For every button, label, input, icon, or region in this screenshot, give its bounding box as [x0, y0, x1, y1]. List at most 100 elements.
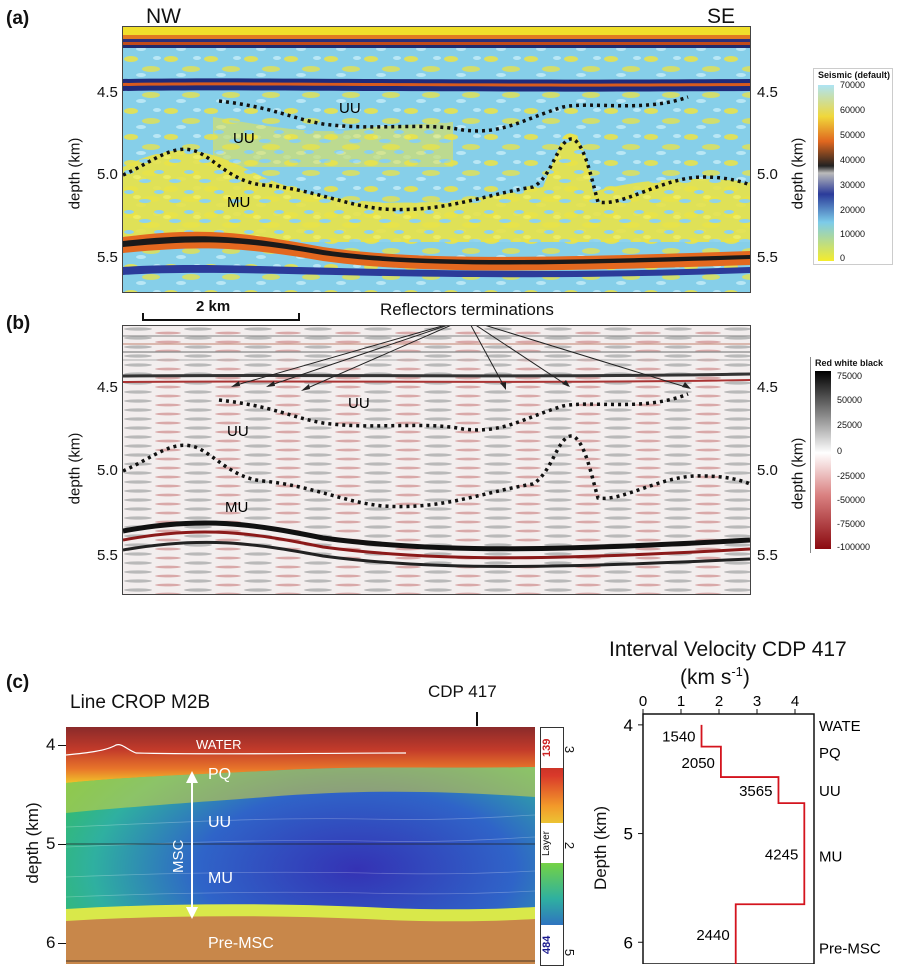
direction-se: SE — [707, 5, 736, 28]
x-tick-label: 0 — [639, 694, 647, 710]
colorbar-b-tick: -50000 — [837, 495, 866, 505]
layer-colorbar-tick: 5 — [562, 948, 578, 957]
unit-label-uu: UU — [233, 130, 255, 147]
layer-mu: MU — [208, 870, 233, 887]
velocity-value-label: 1540 — [662, 729, 695, 746]
seismic-section-a: UU UU MU — [122, 26, 751, 293]
scale-bar-label: 2 km — [196, 298, 231, 315]
a-left-tick-50: 5.0 — [97, 166, 118, 183]
interval-velocity-chart: 0 1 2 3 4 4 5 6 1540 2050 3565 4245 2440 WATE PQ UU MU P… — [624, 694, 881, 964]
a-right-tick-55: 5.5 — [757, 249, 778, 266]
a-left-tick-55: 5.5 — [97, 249, 118, 266]
panel-b-label: (b) — [6, 313, 31, 334]
colorbar-b-tick: -25000 — [837, 471, 866, 481]
colorbar-a-tick: 40000 — [840, 155, 866, 165]
colorbar-a-tick: 20000 — [840, 205, 866, 215]
c-tick-5: 5 — [46, 834, 56, 853]
colorbar-b-tick: 75000 — [837, 371, 863, 381]
layer-pq: PQ — [208, 766, 231, 783]
b-right-tick-50: 5.0 — [757, 462, 778, 479]
a-left-yaxis-label: depth (km) — [66, 137, 84, 210]
unit-label-mu-b: MU — [225, 499, 248, 516]
layer-pre-msc: Pre-MSC — [208, 935, 274, 952]
x-tick-label: 3 — [753, 694, 761, 710]
colorbar-a: Seismic (default) 70000 60000 50000 4000… — [813, 68, 893, 265]
velocity-value-label: 2050 — [682, 755, 715, 772]
panel-a-label: (a) — [6, 8, 30, 29]
colorbar-a-tick: 60000 — [840, 105, 866, 115]
layer-label: MU — [819, 848, 842, 865]
plot-frame — [642, 713, 815, 964]
colorbar-a-tick: 0 — [840, 253, 846, 263]
layer-label: Pre-MSC — [819, 941, 881, 958]
chart-subtitle: (km s-1) — [680, 664, 750, 689]
b-right-tick-45: 4.5 — [757, 379, 778, 396]
cdp-label: CDP 417 — [428, 682, 497, 701]
y-tick-label: 5 — [624, 825, 633, 844]
layer-colorbar-label: Layer — [541, 823, 563, 863]
colorbar-a-tick: 30000 — [840, 180, 866, 190]
colorbar-a-title: Seismic (default) — [818, 70, 891, 80]
colorbar-b-title: Red white black — [815, 358, 884, 368]
colorbar-a-gradient — [818, 85, 834, 261]
b-right-yaxis-label: depth (km) — [789, 437, 807, 510]
b-left-tick-55: 5.5 — [97, 547, 118, 564]
unit-label-uu-upper-b: UU — [348, 395, 370, 412]
x-tick-label: 1 — [677, 694, 685, 710]
cdp-marker — [476, 712, 478, 726]
velocity-value-label: 2440 — [696, 927, 729, 944]
layer-colorbar-top-value: 139 — [541, 728, 563, 768]
chart-ylabel: Depth (km) — [591, 805, 610, 891]
colorbar-b-tick: 25000 — [837, 420, 863, 430]
unit-label-uu-b: UU — [227, 423, 249, 440]
a-right-yaxis-label: depth (km) — [789, 137, 807, 210]
unit-label-mu: MU — [227, 194, 250, 211]
chart-title: Interval Velocity CDP 417 — [609, 638, 847, 661]
colorbar-a-tick: 10000 — [840, 229, 866, 239]
layer-uu: UU — [208, 814, 231, 831]
line-crop-title: Line CROP M2B — [70, 692, 211, 713]
b-left-yaxis-label: depth (km) — [66, 432, 84, 505]
layer-label: PQ — [819, 745, 841, 762]
scale-bar — [142, 313, 300, 321]
layer-label: UU — [819, 783, 841, 800]
velocity-section-c: WATER PQ UU MU Pre-MSC MSC — [66, 727, 535, 964]
b-left-tick-45: 4.5 — [97, 379, 118, 396]
colorbar-b-tick: -75000 — [837, 519, 866, 529]
reflector-annotation: Reflectors terminations — [380, 300, 554, 319]
velocity-value-label: 4245 — [765, 847, 798, 864]
colorbar-b: Red white black 75000 50000 25000 0 -250… — [810, 357, 891, 553]
b-right-tick-55: 5.5 — [757, 547, 778, 564]
msc-label: MSC — [170, 840, 187, 874]
c-tick-6: 6 — [46, 933, 56, 952]
layer-colorbar-tick: 2 — [562, 841, 578, 850]
a-right-tick-45: 4.5 — [757, 84, 778, 101]
velocity-value-label: 3565 — [739, 783, 772, 800]
c-yaxis-label: depth (km) — [23, 802, 42, 884]
c-tick-mark-6 — [58, 943, 66, 944]
colorbar-b-tick: 0 — [837, 446, 843, 456]
colorbar-b-tick: 50000 — [837, 395, 863, 405]
a-left-tick-45: 4.5 — [97, 84, 118, 101]
b-left-tick-50: 5.0 — [97, 462, 118, 479]
a-right-tick-50: 5.0 — [757, 166, 778, 183]
c-tick-4: 4 — [46, 735, 56, 754]
seismic-section-b: UU UU MU — [122, 325, 751, 595]
layer-colorbar: 139 Layer 484 — [540, 727, 564, 966]
y-tick-label: 6 — [624, 933, 633, 952]
direction-nw: NW — [146, 5, 181, 28]
colorbar-a-tick: 50000 — [840, 130, 866, 140]
layer-colorbar-bottom-value: 484 — [541, 925, 563, 965]
y-tick-label: 4 — [624, 716, 633, 735]
velocity-line — [700, 724, 806, 964]
layer-label: WATE — [819, 718, 861, 735]
layer-colorbar-tick: 3 — [562, 745, 578, 754]
colorbar-a-tick: 70000 — [840, 80, 866, 90]
colorbar-b-gradient — [815, 371, 831, 549]
x-tick-label: 4 — [791, 694, 799, 710]
layer-water: WATER — [196, 737, 242, 752]
c-tick-mark-4 — [58, 745, 66, 746]
unit-label-uu-upper: UU — [339, 100, 361, 117]
x-tick-label: 2 — [715, 694, 723, 710]
panel-c-label: (c) — [6, 672, 30, 693]
